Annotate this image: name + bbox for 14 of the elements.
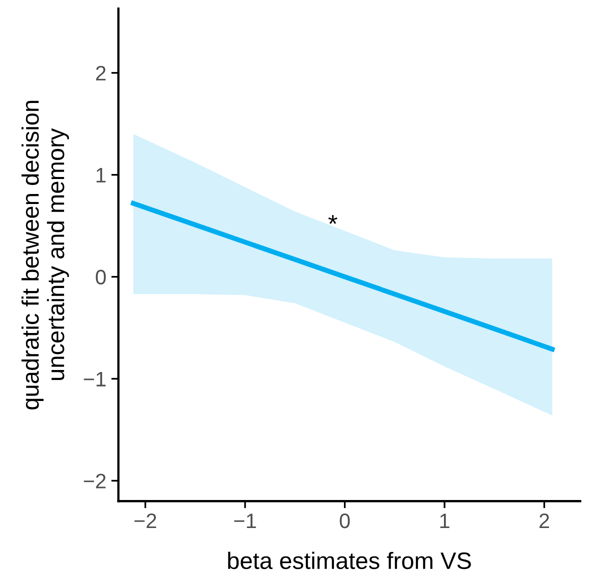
annotation: *: [328, 215, 338, 224]
y-tick-label: 2: [96, 66, 106, 80]
x-tick-label: 1: [440, 514, 450, 528]
y-axis-title: quadratic fit between decision uncertainty and memory: [22, 100, 69, 410]
y-tick-label: 0: [96, 270, 106, 285]
x-tick-label: 2: [540, 513, 550, 528]
x-tick-label: −2: [134, 513, 156, 528]
y-tick-label: −2: [84, 474, 106, 488]
x-tick-label: 0: [340, 513, 350, 528]
x-axis-title: beta estimates from VS: [228, 552, 471, 570]
line-series: [130, 200, 555, 352]
y-tick-label: −1: [84, 372, 106, 386]
x-tick-label: −1: [234, 514, 256, 528]
y-tick-label: 1: [96, 168, 106, 182]
